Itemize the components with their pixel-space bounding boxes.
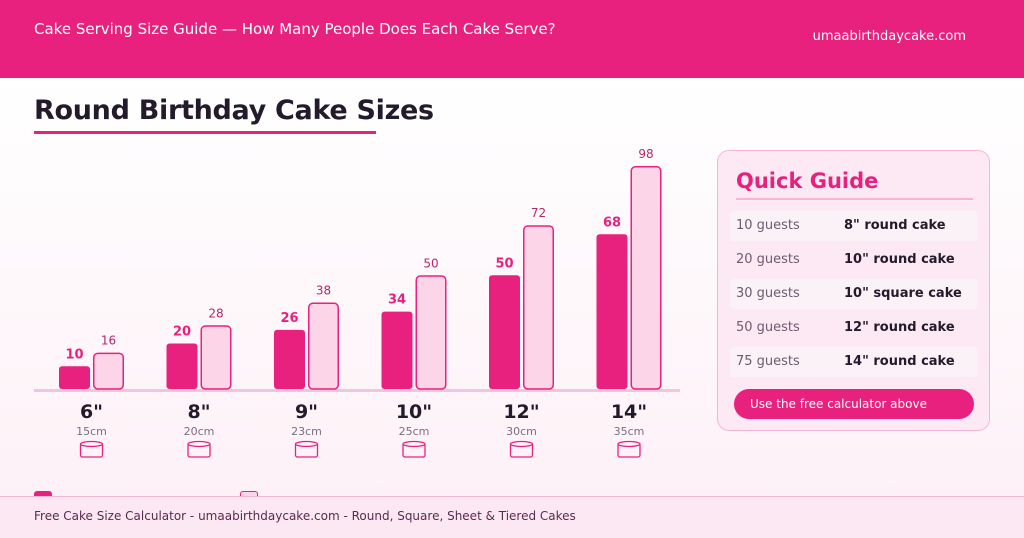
data-label-primary: 68 <box>603 215 621 230</box>
cake-icon-top <box>79 440 104 448</box>
x-tick-label: 9" <box>295 401 318 423</box>
data-label-secondary: 72 <box>531 206 546 220</box>
bar-primary <box>166 343 198 389</box>
footer-text: Free Cake Size Calculator - umaabirthday… <box>34 509 576 523</box>
x-tick-sublabel: 15cm <box>76 425 107 438</box>
x-tick-label: 14" <box>611 401 647 423</box>
guide-guests: 30 guests <box>736 286 800 301</box>
data-label-primary: 10 <box>65 347 83 362</box>
x-tick-label: 8" <box>187 401 210 423</box>
bar-primary <box>274 329 305 389</box>
bar-secondary <box>308 302 339 390</box>
data-label-secondary: 28 <box>208 306 223 320</box>
serving-chart: 10 16 6" 15cm 20 28 8" 20cm 26 38 9" 23cm 34 50 10" 25c… <box>34 147 680 458</box>
quick-guide-title: Quick Guide <box>736 169 879 193</box>
x-tick-sublabel: 30cm <box>506 425 537 438</box>
footer-strip <box>0 496 1024 538</box>
x-tick-label: 10" <box>396 401 432 423</box>
cake-icon-top <box>294 440 319 448</box>
guide-row: 30 guests 10" square cake <box>730 279 978 309</box>
guide-row: 20 guests 10" round cake <box>730 245 978 275</box>
bar-primary <box>59 366 90 389</box>
guide-guests: 75 guests <box>736 354 800 369</box>
bar-secondary <box>630 166 662 390</box>
bar-primary <box>489 275 520 389</box>
page-title: Round Birthday Cake Sizes <box>34 95 434 126</box>
guide-cake: 8" round cake <box>844 218 946 233</box>
x-tick-label: 6" <box>80 401 103 423</box>
data-label-primary: 34 <box>388 293 406 308</box>
guide-cake: 14" round cake <box>844 354 955 369</box>
x-tick-sublabel: 25cm <box>399 425 430 438</box>
data-label-secondary: 98 <box>638 147 653 161</box>
header-bar <box>0 0 1024 78</box>
x-tick-sublabel: 20cm <box>184 425 215 438</box>
guide-guests: 50 guests <box>736 320 800 335</box>
x-tick-sublabel: 23cm <box>291 425 322 438</box>
guide-guests: 20 guests <box>736 252 800 267</box>
guide-row: 50 guests 12" round cake <box>730 313 978 343</box>
cake-icon-top <box>509 440 534 448</box>
header-site-link[interactable]: umaabirthdaycake.com <box>812 29 966 44</box>
header-title: Cake Serving Size Guide — How Many Peopl… <box>34 20 556 38</box>
bar-primary <box>596 234 628 389</box>
cake-icon-top <box>617 440 641 448</box>
legend-swatch-primary <box>34 491 52 498</box>
data-label-primary: 20 <box>173 325 191 340</box>
x-tick-sublabel: 35cm <box>614 425 645 438</box>
guide-cake: 10" round cake <box>844 252 955 267</box>
chart-baseline <box>34 389 680 392</box>
bar-secondary <box>93 352 124 390</box>
bar-primary <box>381 311 413 389</box>
cake-icon-top <box>402 440 426 448</box>
chart-svg: 10 16 6" 15cm 20 28 8" 20cm 26 38 9" 23cm 34 50 10" 25c… <box>34 147 680 458</box>
data-label-primary: 26 <box>280 311 298 326</box>
quick-guide-divider <box>736 198 973 200</box>
data-label-secondary: 38 <box>316 284 331 298</box>
bar-secondary <box>415 275 447 390</box>
x-tick-label: 12" <box>503 401 539 423</box>
calculator-button[interactable]: Use the free calculator above <box>734 389 974 419</box>
quick-guide-card: Quick Guide 10 guests 8" round cake 20 g… <box>717 150 990 431</box>
bar-secondary <box>523 225 554 390</box>
guide-guests: 10 guests <box>736 218 800 233</box>
guide-cake: 12" round cake <box>844 320 955 335</box>
calculator-button-label: Use the free calculator above <box>750 397 927 411</box>
guide-row: 75 guests 14" round cake <box>730 347 978 377</box>
title-underline <box>34 131 376 134</box>
data-label-secondary: 16 <box>101 334 116 348</box>
data-label-primary: 50 <box>495 256 513 271</box>
bar-secondary <box>200 325 232 390</box>
cake-icon-top <box>187 440 211 448</box>
guide-row: 10 guests 8" round cake <box>730 211 978 241</box>
guide-cake: 10" square cake <box>844 286 962 301</box>
data-label-secondary: 50 <box>423 256 438 270</box>
legend-swatch-secondary <box>240 491 258 498</box>
